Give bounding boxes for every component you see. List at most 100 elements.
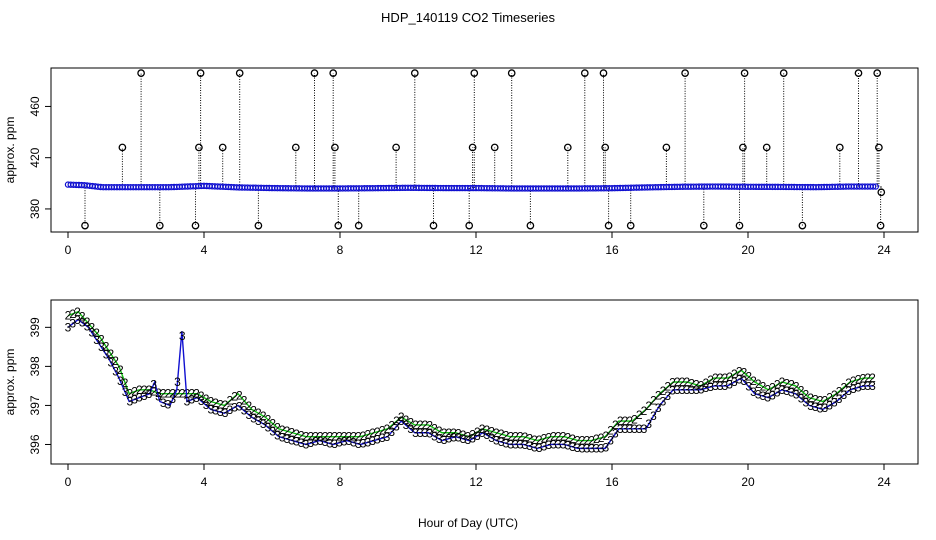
bottom-x-tick-label: 20: [741, 475, 755, 489]
bottom-y-tick-label: 398: [28, 356, 42, 376]
series-marker-label: 2: [841, 380, 848, 394]
series-marker-label: 3: [731, 375, 738, 389]
series-marker-label: 3: [498, 435, 505, 449]
series-marker-label: 2: [817, 394, 824, 408]
series-marker-label: 2: [303, 430, 310, 444]
spike-point: [699, 221, 708, 230]
series-marker-label: 2: [802, 388, 809, 402]
series-marker-label: 3: [117, 374, 124, 388]
series-marker-label: 3: [541, 439, 548, 453]
series-marker-label: 3: [750, 385, 757, 399]
series-marker-label: 2: [783, 376, 790, 390]
series-marker-label: 2: [393, 414, 400, 428]
spike-point: [470, 69, 479, 77]
series-marker-label: 3: [298, 436, 305, 450]
spike-point: [604, 221, 613, 230]
series-marker-label: 3: [469, 432, 476, 446]
series-marker-label: 2: [726, 370, 733, 384]
series-marker-label: 3: [869, 379, 876, 393]
series-marker-label: 2: [650, 394, 657, 408]
series-marker-label: 3: [574, 441, 581, 455]
series-marker-label: 3: [626, 422, 633, 436]
series-marker-label: 3: [631, 422, 638, 436]
spike-point: [465, 221, 474, 230]
series-marker-label: 2: [93, 326, 100, 340]
series-marker-label: 3: [374, 433, 381, 447]
spike-point: [490, 143, 499, 152]
top-ylabel: approx. ppm: [3, 117, 17, 184]
series-marker-label: 3: [550, 437, 557, 451]
bottom-y-tick-label: 399: [28, 317, 42, 337]
series-marker-label: 3: [226, 403, 233, 417]
series-marker-label: 2: [588, 434, 595, 448]
series-marker-label: 3: [307, 436, 314, 450]
series-marker-label: 3: [850, 382, 857, 396]
series-marker-label: 3: [236, 400, 243, 414]
series-marker-label: 2: [441, 426, 448, 440]
series-marker-label: 2: [717, 371, 724, 385]
series-marker-label: 2: [522, 430, 529, 444]
top-spike-lines: [84, 73, 882, 226]
top-x-tick-label: 16: [605, 243, 619, 257]
series-marker-label: 3: [712, 379, 719, 393]
series-marker-label: 3: [641, 422, 648, 436]
series-marker-label: 3: [760, 389, 767, 403]
series-marker-label: 3: [522, 438, 529, 452]
series-marker-label: 3: [250, 411, 257, 425]
series-marker-label: 2: [603, 429, 610, 443]
series-marker-label: 2: [702, 376, 709, 390]
series-marker-label: 3: [269, 424, 276, 438]
series-marker-label: 3: [488, 431, 495, 445]
series-marker-label: 3: [645, 417, 652, 431]
series-marker-label: 3: [188, 393, 195, 407]
series-marker-label: 2: [526, 431, 533, 445]
figure-xlabel: Hour of Day (UTC): [418, 516, 518, 530]
series-marker-label: 2: [345, 430, 352, 444]
figure-title: HDP_140119 CO2 Timeseries: [381, 10, 555, 25]
spike-point: [81, 221, 89, 230]
series-marker-label: 3: [288, 433, 295, 447]
series-marker-label: 2: [641, 404, 648, 418]
spike-point: [507, 69, 516, 77]
top-x-tick-label: 8: [337, 243, 344, 257]
series-marker-label: 2: [531, 433, 538, 447]
top-x-tick-label: 4: [201, 243, 208, 257]
series-marker-label: 3: [764, 390, 771, 404]
bottom-y-tick-label: 396: [28, 434, 42, 454]
series-marker-label: 2: [645, 399, 652, 413]
series-marker-label: 2: [374, 425, 381, 439]
series-marker-label: 3: [702, 381, 709, 395]
series-marker-label: 2: [184, 387, 191, 401]
series-marker-label: 3: [564, 438, 571, 452]
series-marker-label: 2: [674, 375, 681, 389]
spike-point: [155, 221, 164, 230]
series-marker-label: 2: [241, 394, 248, 408]
series-marker-label: 3: [255, 414, 262, 428]
series-marker-label: 3: [441, 433, 448, 447]
series-marker-label: 2: [331, 430, 338, 444]
series-marker-label: 3: [788, 386, 795, 400]
spike-point: [626, 221, 635, 230]
spike-point: [601, 143, 610, 152]
series-marker-label: 2: [612, 418, 619, 432]
spike-point: [526, 221, 535, 230]
series-marker-label: 2: [250, 404, 257, 418]
series-marker-label: 2: [845, 376, 852, 390]
series-marker-label: 3: [555, 437, 562, 451]
series-marker-label: 2: [464, 429, 471, 443]
series-marker-label: 2: [574, 433, 581, 447]
series-marker-label: 2: [246, 399, 253, 413]
series-marker-label: 3: [231, 400, 238, 414]
series-marker-label: 2: [636, 408, 643, 422]
bottom-x-tick-label: 16: [605, 475, 619, 489]
series-marker-label: 2: [65, 309, 72, 323]
series-marker-label: 2: [169, 387, 176, 401]
series-marker-label: 3: [103, 347, 110, 361]
series-marker-label: 2: [512, 430, 519, 444]
series-marker-label: 3: [136, 391, 143, 405]
spike-point: [873, 69, 882, 77]
bottom-ylabel: approx. ppm: [3, 349, 17, 416]
series-marker-label: 2: [712, 371, 719, 385]
baseline-point: [872, 183, 880, 190]
